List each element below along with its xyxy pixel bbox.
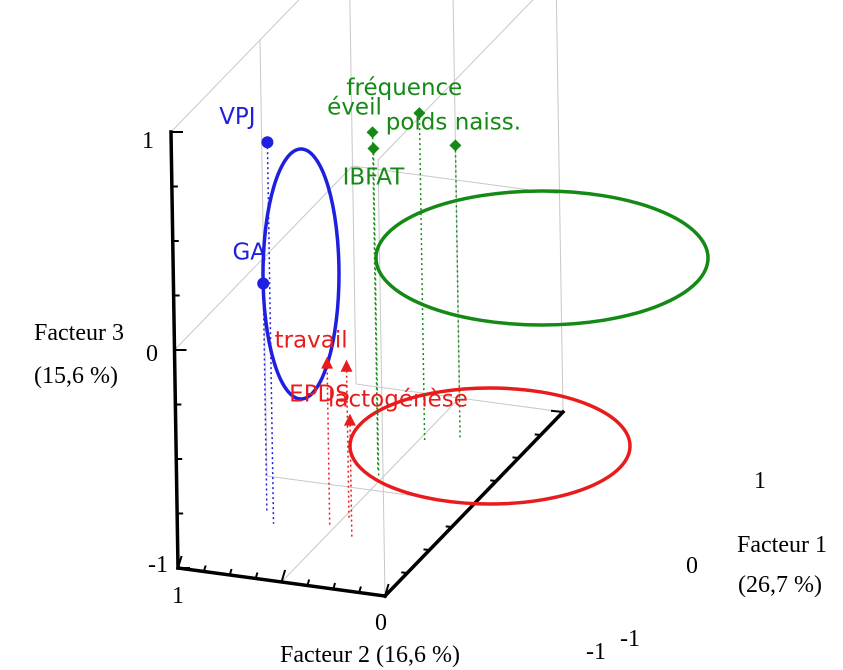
x-axis-tick [423,548,430,551]
cluster-ellipses [261,147,710,506]
z-tick-mid: 0 [146,341,158,367]
x-tick-mid: 0 [686,553,698,579]
y-axis-label: Facteur 2 (16,6 %) [280,642,460,668]
point-travail [321,356,334,369]
point-éveil [366,126,379,139]
point-VPJ [261,136,274,149]
y-axis-tick [332,582,337,590]
y-axis-tick [306,579,311,586]
x-axis-pct: (26,7 %) [738,572,822,598]
drop-lines [262,113,461,540]
front-right-vertical-edge [377,159,386,597]
label-poids naiss.: poids naiss. [386,109,521,135]
x-axis-tick [534,433,541,436]
label-travail: travail [275,328,348,354]
drop-line-EPDS [345,365,350,519]
label-VPJ: VPJ [219,104,255,130]
x-tick-top: 1 [754,468,766,494]
y-tick-left: 1 [172,583,184,609]
point-IBFAT [367,142,380,155]
data-points [257,107,462,426]
y-axis-tick [280,569,287,583]
back-right-vertical-edge [555,0,564,413]
y-axis-tick [384,583,390,597]
drop-line-poids naiss. [454,145,461,440]
point-lactogénèse [343,413,356,426]
drop-line-VPJ [266,142,275,524]
x-tick-bottom: -1 [620,626,640,652]
point-fréquence [413,107,426,120]
x-axis-tick [490,479,497,482]
x-axis-tick [512,456,519,459]
y-axis-tick [254,572,259,579]
x-axis-tick [550,409,564,413]
x-axis-label: Facteur 1 [737,532,827,558]
label-fréquence: fréquence [346,75,462,101]
label-IBFAT: IBFAT [343,165,406,191]
z-axis-label: Facteur 3 [34,320,124,346]
y-tick-mid: 0 [375,610,387,636]
label-éveil: éveil [327,94,382,120]
label-lactogénèse: lactogénèse [328,387,468,413]
label-GA: GA [232,240,266,266]
point-labels: VPJ GA éveil IBFAT fréquence poids naiss. trav… [219,75,521,413]
point-poids naiss. [449,139,462,152]
x-axis-tick [401,571,408,574]
y-axis-tick [228,568,233,576]
cluster-ellipse-1 [261,147,341,401]
y-axis-tick [177,555,183,569]
y-axis-tick [358,586,362,593]
z-axis-pct: (15,6 %) [34,363,118,389]
axis-ticks [171,131,564,597]
back-left-vertical-edge [349,0,357,385]
point-GA [257,277,270,290]
point-EPDS [340,359,353,372]
label-EPDS: EPDS [289,382,350,408]
y-axis-tick [202,565,207,572]
drop-line-GA [262,283,268,513]
right-top-edge [377,0,534,161]
z-tick-top: 1 [142,128,154,154]
z-tick-bottom: -1 [148,552,168,578]
back-wall-grid-horizontal [352,165,560,195]
cluster-ellipse-2 [374,189,710,327]
drop-line-travail [326,362,331,527]
x-axis-tick [372,593,386,597]
y-tick-right: -1 [586,639,606,665]
x-axis-tick [445,525,452,528]
